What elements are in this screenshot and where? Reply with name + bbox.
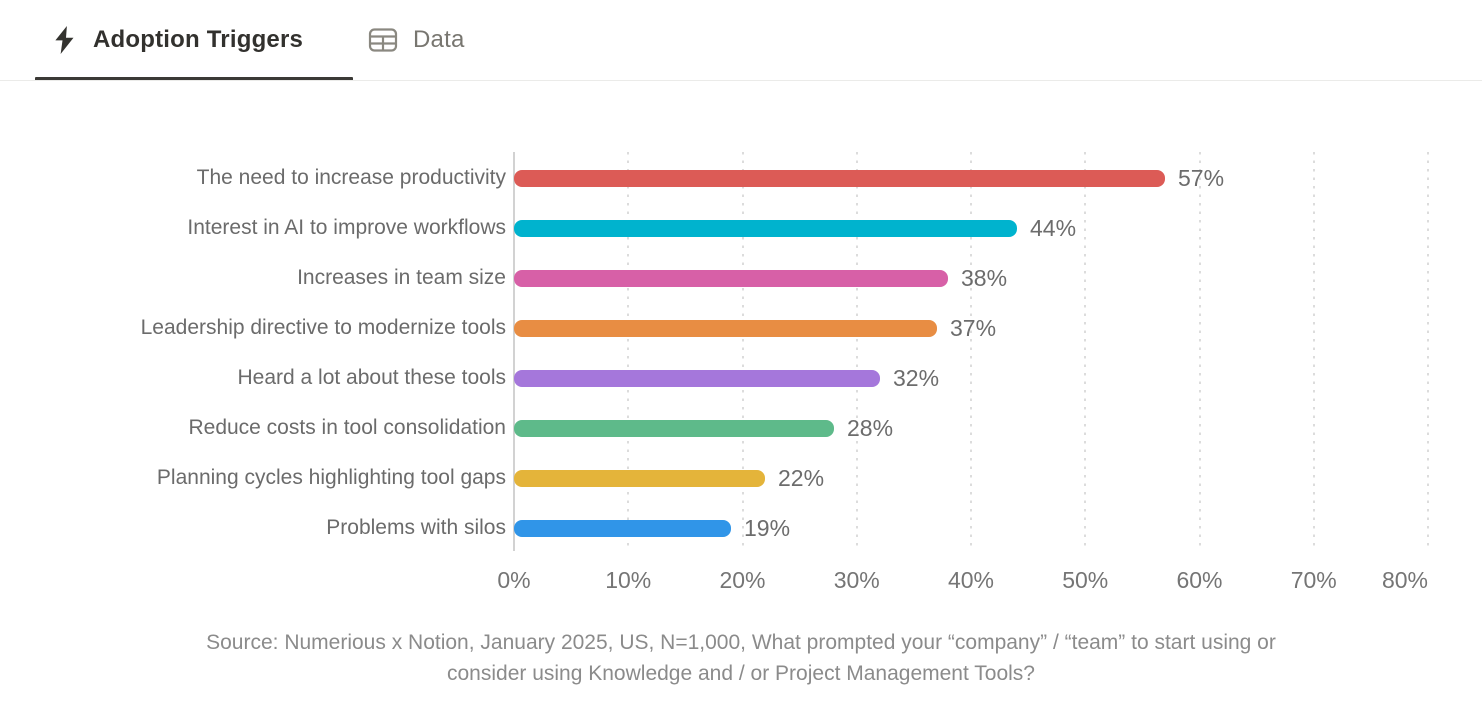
value-label: 44% <box>1030 215 1077 241</box>
gridline <box>1427 152 1429 551</box>
value-label: 38% <box>961 265 1008 291</box>
x-tick-label: 60% <box>1176 567 1223 593</box>
bar <box>514 319 937 337</box>
tab-adoption-triggers[interactable]: Adoption Triggers <box>53 0 303 80</box>
value-label: 57% <box>1178 165 1225 191</box>
value-label: 28% <box>847 415 894 441</box>
value-label: 22% <box>778 465 825 491</box>
source-note: Source: Numerious x Notion, January 2025… <box>0 627 1482 689</box>
gridline <box>741 152 744 551</box>
x-tick-label: 10% <box>605 567 652 593</box>
value-label: 37% <box>950 315 997 341</box>
value-label: 19% <box>744 515 791 541</box>
category-label: Planning cycles highlighting tool gaps <box>156 466 506 489</box>
category-label: Leadership directive to modernize tools <box>140 316 506 339</box>
bar <box>514 419 834 437</box>
category-label: Heard a lot about these tools <box>237 366 506 389</box>
bar <box>514 519 731 537</box>
gridline <box>1312 152 1315 551</box>
tab-label: Data <box>413 26 465 53</box>
gridline <box>855 152 858 551</box>
x-tick-label: 50% <box>1062 567 1109 593</box>
x-tick-label: 80% <box>1381 567 1428 593</box>
x-tick-label: 30% <box>833 567 880 593</box>
gridline <box>1198 152 1201 551</box>
tab-label: Adoption Triggers <box>93 26 304 53</box>
gridline <box>970 152 972 551</box>
bar <box>514 219 1017 237</box>
bar <box>514 169 1165 187</box>
tab-bar: Adoption Triggers Data <box>0 0 1482 81</box>
x-tick-label: 20% <box>719 567 766 593</box>
tab-separator <box>0 80 1482 81</box>
source-line: consider using Knowledge and / or Projec… <box>447 662 1035 685</box>
category-label: Interest in AI to improve workflows <box>187 216 506 239</box>
table-icon <box>368 27 398 53</box>
category-label: Problems with silos <box>326 516 506 539</box>
x-tick-label: 70% <box>1290 567 1337 593</box>
gridline <box>627 152 630 551</box>
tab-data[interactable]: Data <box>368 0 465 80</box>
category-label: The need to increase productivity <box>196 166 506 189</box>
category-label: Increases in team size <box>297 266 506 289</box>
bar <box>514 269 948 287</box>
bar <box>514 369 880 387</box>
x-tick-label: 40% <box>947 567 995 593</box>
active-tab-underline <box>35 77 353 81</box>
lightning-bolt-icon <box>53 25 78 55</box>
gridline <box>1084 152 1087 551</box>
value-label: 32% <box>893 365 940 391</box>
x-tick-label: 0% <box>497 567 531 593</box>
source-line: Source: Numerious x Notion, January 2025… <box>206 631 1276 654</box>
category-label: Reduce costs in tool consolidation <box>188 416 506 439</box>
y-axis-line <box>513 152 515 551</box>
bar <box>514 469 765 487</box>
